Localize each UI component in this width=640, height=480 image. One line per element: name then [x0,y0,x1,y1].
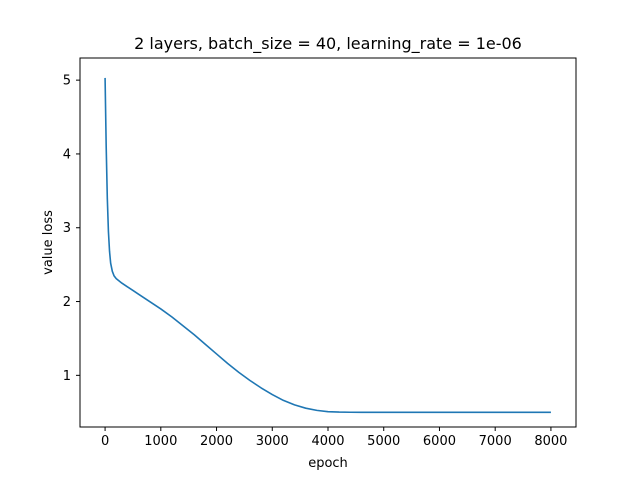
y-tick-label: 4 [63,147,71,162]
x-tick-label: 8000 [534,434,567,449]
series-layer [104,77,551,414]
x-tick-label: 2000 [200,434,233,449]
y-tick-label: 3 [63,221,71,236]
x-axis: 0 1000 2000 3000 4000 5000 6000 7000 8000 [101,427,567,449]
x-axis-label: epoch [308,456,348,471]
y-axis: 1 2 3 4 5 [63,74,80,384]
x-tick-label: 1000 [144,434,177,449]
x-tick-label: 7000 [479,434,512,449]
y-tick-label: 5 [63,74,71,89]
y-tick-label: 1 [63,369,71,384]
plot-area: 0 1000 2000 3000 4000 5000 6000 7000 8000 1 2 3 4 5 [63,57,577,449]
y-axis-label: value loss [41,210,56,275]
series-line [104,77,551,414]
x-tick-label: 6000 [423,434,456,449]
x-tick-label: 5000 [367,434,400,449]
x-tick-label: 0 [101,434,109,449]
x-tick-label: 3000 [256,434,289,449]
y-tick-label: 2 [63,295,71,310]
chart-title: 2 layers, batch_size = 40, learning_rate… [134,34,522,54]
x-tick-label: 4000 [311,434,344,449]
plot-frame [79,57,577,428]
